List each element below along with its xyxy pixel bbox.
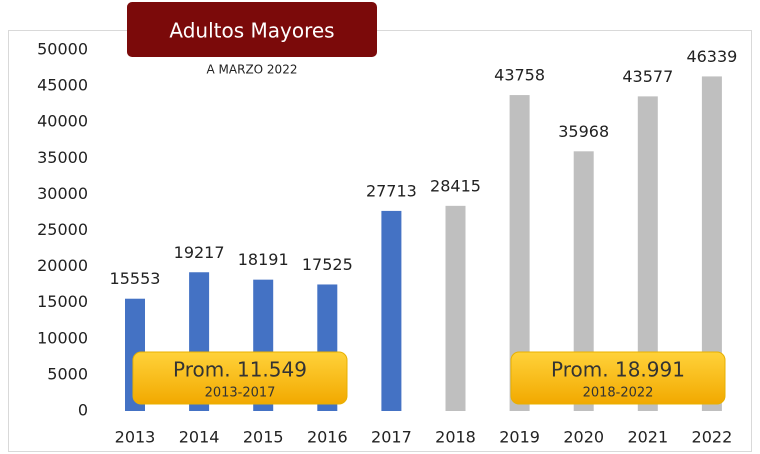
chart-border — [8, 30, 752, 452]
x-tick-label: 2020 — [563, 428, 604, 447]
value-label: 28415 — [430, 176, 481, 195]
y-tick-label: 10000 — [37, 328, 88, 347]
annotation-text: Prom. 18.991 — [551, 358, 685, 382]
value-label: 17525 — [302, 255, 353, 274]
y-tick-label: 5000 — [47, 364, 88, 383]
y-tick-label: 35000 — [37, 148, 88, 167]
y-tick-label: 25000 — [37, 220, 88, 239]
x-tick-label: 2017 — [371, 428, 412, 447]
y-tick-label: 0 — [78, 401, 88, 420]
bar — [637, 96, 658, 412]
y-tick-label: 50000 — [37, 40, 88, 59]
value-label: 43577 — [622, 67, 673, 86]
chart-subtitle: A MARZO 2022 — [207, 63, 298, 77]
annotation-text: Prom. 11.549 — [173, 358, 307, 382]
x-tick-label: 2016 — [307, 428, 348, 447]
title-box — [127, 2, 377, 57]
y-tick-label: 45000 — [37, 76, 88, 95]
y-tick-label: 20000 — [37, 256, 88, 275]
bar — [573, 151, 594, 411]
value-label: 27713 — [366, 181, 417, 200]
y-tick-label: 15000 — [37, 292, 88, 311]
value-label: 18191 — [238, 250, 289, 269]
annotation-subtext: 2018-2022 — [583, 386, 654, 401]
bar — [381, 210, 402, 411]
annotation-subtext: 2013-2017 — [205, 386, 276, 401]
annotation-box — [510, 351, 726, 405]
value-label: 43758 — [494, 66, 545, 85]
chart-title: Adultos Mayores — [169, 19, 334, 43]
value-label: 35968 — [558, 122, 609, 141]
value-label: 15553 — [110, 269, 161, 288]
x-tick-label: 2018 — [435, 428, 476, 447]
y-tick-label: 30000 — [37, 184, 88, 203]
value-label: 19217 — [174, 243, 225, 262]
bar — [701, 76, 722, 411]
value-label: 46339 — [686, 47, 737, 66]
x-tick-label: 2021 — [627, 428, 668, 447]
bar — [509, 95, 530, 412]
annotation-box — [132, 351, 348, 405]
x-tick-label: 2022 — [692, 428, 733, 447]
bar — [445, 205, 466, 411]
y-tick-label: 40000 — [37, 112, 88, 131]
x-tick-label: 2019 — [499, 428, 540, 447]
x-tick-label: 2015 — [243, 428, 284, 447]
x-tick-label: 2014 — [179, 428, 220, 447]
x-tick-label: 2013 — [115, 428, 156, 447]
